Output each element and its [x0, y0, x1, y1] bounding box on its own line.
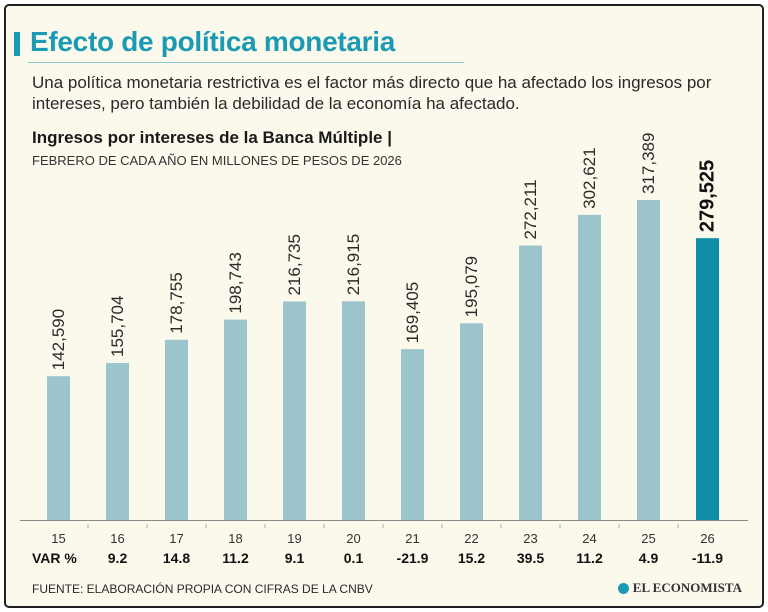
value-label: 198,743: [226, 252, 245, 313]
var-value: 9.1: [285, 550, 305, 566]
var-value: 4.9: [639, 550, 659, 566]
chart-title: Ingresos por intereses de la Banca Múlti…: [32, 128, 392, 147]
page-subtitle: Una política monetaria restrictiva es el…: [32, 73, 712, 113]
title-accent-bar: [14, 32, 20, 56]
bar: [342, 301, 365, 520]
var-value: 14.8: [163, 550, 190, 566]
logo-icon: [617, 582, 629, 594]
page-title: Efecto de política monetaria: [30, 26, 396, 57]
bar: [460, 323, 483, 520]
value-label: 279,525: [697, 160, 719, 232]
bar: [696, 238, 719, 521]
x-tick-label: 19: [287, 531, 301, 546]
value-label: 272,211: [521, 179, 540, 239]
var-value: 11.2: [576, 550, 603, 566]
x-tick-label: 17: [169, 531, 183, 546]
source-note: FUENTE: ELABORACIÓN PROPIA CON CIFRAS DE…: [32, 582, 373, 596]
bar: [637, 200, 660, 520]
title-underline: [28, 62, 464, 63]
x-tick-label: 23: [523, 531, 537, 546]
x-tick-label: 16: [110, 531, 124, 546]
bar: [401, 349, 424, 520]
x-tick-label: 15: [51, 531, 65, 546]
bar: [165, 339, 188, 520]
value-label: 142,590: [49, 309, 68, 370]
value-label: 302,621: [580, 147, 599, 208]
value-label: 317,389: [639, 133, 658, 194]
bar: [224, 319, 247, 520]
var-value: 15.2: [458, 550, 485, 566]
x-tick-label: 18: [228, 531, 242, 546]
value-label: 195,079: [462, 256, 481, 317]
publisher-logo: EL ECONOMISTA: [617, 580, 742, 596]
var-value: -21.9: [397, 550, 429, 566]
var-value: 39.5: [517, 550, 544, 566]
x-tick-label: 25: [641, 531, 655, 546]
bar: [47, 376, 70, 520]
x-tick-label: 21: [405, 531, 419, 546]
var-value: 0.1: [344, 550, 364, 566]
bar: [106, 363, 129, 520]
var-value: 11.2: [222, 550, 249, 566]
x-tick-label: 24: [582, 531, 596, 546]
x-tick-label: 22: [464, 531, 478, 546]
value-label: 169,405: [403, 282, 422, 343]
bar: [519, 245, 542, 520]
chart-subtitle: FEBRERO DE CADA AÑO EN MILLONES DE PESOS…: [32, 153, 402, 168]
value-label: 178,755: [167, 272, 186, 333]
bar-chart: 142,590 15 155,704 16 178,755 17 198,743 18 216,…: [20, 133, 748, 566]
var-row-label: VAR %: [32, 550, 77, 566]
value-label: 216,735: [285, 234, 304, 295]
bar: [578, 214, 601, 520]
var-value: 9.2: [108, 550, 128, 566]
logo-text: EL ECONOMISTA: [632, 580, 742, 595]
x-tick-label: 26: [700, 531, 714, 546]
value-label: 155,704: [108, 296, 127, 357]
bar: [283, 301, 306, 520]
infographic-frame: Efecto de política monetaria Una polític…: [4, 4, 764, 608]
var-value: -11.9: [692, 550, 723, 566]
value-label: 216,915: [344, 234, 363, 295]
x-tick-label: 20: [346, 531, 360, 546]
